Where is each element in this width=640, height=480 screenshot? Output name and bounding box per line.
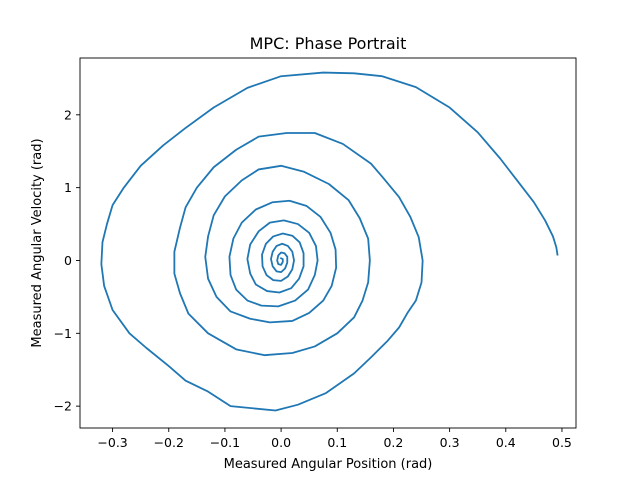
x-tick-label: −0.1 xyxy=(210,435,240,450)
x-tick-label: 0.3 xyxy=(440,435,460,450)
y-axis-ticks: −2 −1 0 1 2 xyxy=(54,107,80,414)
y-tick-label: 0 xyxy=(64,253,72,268)
y-axis-label: Measured Angular Velocity (rad) xyxy=(30,138,45,347)
y-tick-label: −1 xyxy=(54,326,72,341)
y-tick-label: 1 xyxy=(64,180,72,195)
x-tick-label: 0.5 xyxy=(552,435,572,450)
plot-area xyxy=(100,71,559,412)
chart-title: MPC: Phase Portrait xyxy=(250,34,407,53)
y-tick-label: −2 xyxy=(54,399,72,414)
x-axis-label: Measured Angular Position (rad) xyxy=(224,457,433,472)
x-axis-ticks: −0.3 −0.2 −0.1 0.0 0.1 0.2 0.3 0.4 0.5 xyxy=(97,428,572,450)
y-tick-label: 2 xyxy=(64,107,72,122)
axes-frame xyxy=(79,57,577,429)
x-tick-label: 0.4 xyxy=(496,435,516,450)
x-tick-label: 0.1 xyxy=(327,435,347,450)
x-tick-label: 0.2 xyxy=(383,435,403,450)
x-tick-label: −0.3 xyxy=(97,435,127,450)
series-line xyxy=(100,71,559,412)
x-tick-label: 0.0 xyxy=(271,435,291,450)
x-tick-label: −0.2 xyxy=(154,435,184,450)
